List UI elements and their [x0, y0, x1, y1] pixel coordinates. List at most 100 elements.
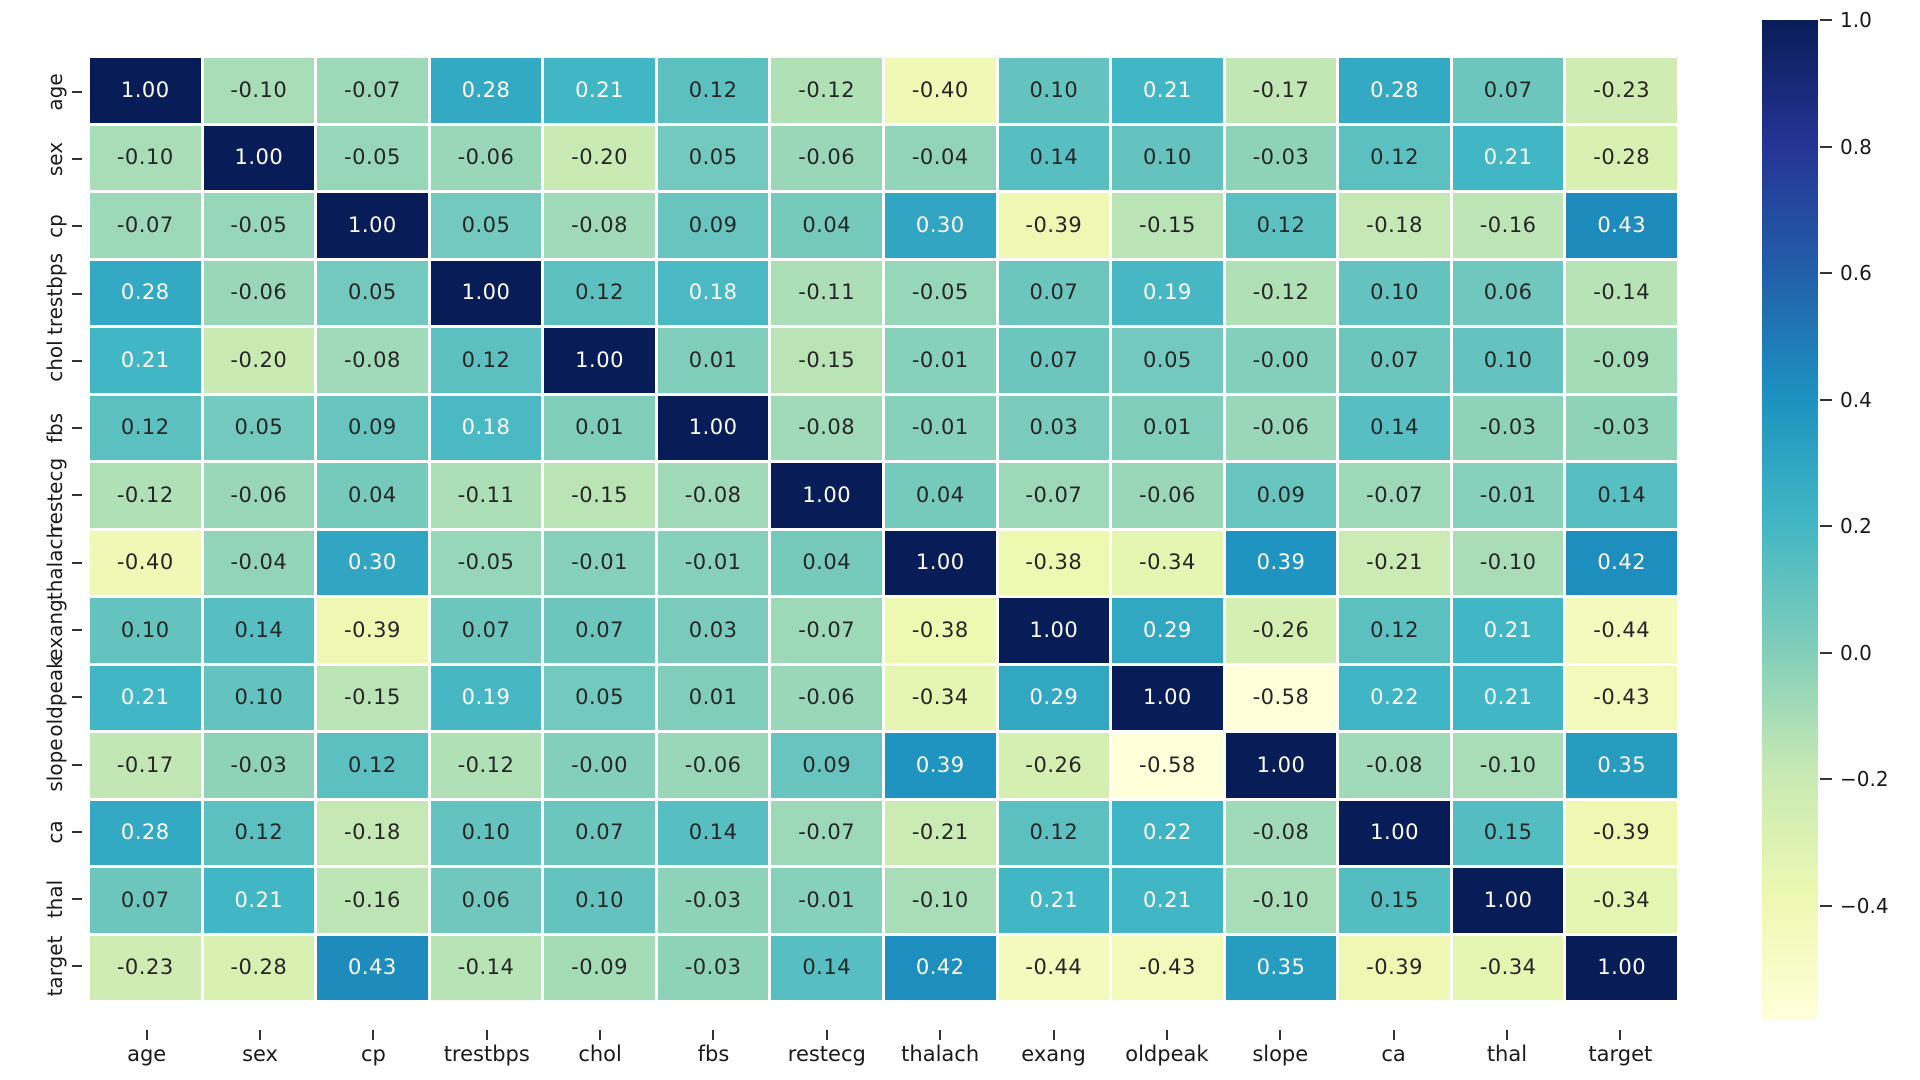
heatmap-cell-fbs-restecg: -0.08 [771, 395, 882, 460]
x-tick-mark [1052, 1030, 1055, 1040]
colorbar-tick-mark [1820, 525, 1832, 528]
heatmap-cell-cp-thalach: 0.30 [884, 193, 996, 258]
heatmap-cell-age-sex: -0.10 [203, 58, 315, 123]
heatmap-cell-restecg-exang: -0.07 [998, 463, 1110, 528]
x-tick-label-thal: thal [1486, 1042, 1528, 1066]
colorbar-tick-label-0.0: 0.0 [1840, 640, 1872, 665]
heatmap-cell-thal-slope: -0.10 [1225, 868, 1337, 933]
heatmap-cell-trestbps-trestbps: 1.00 [430, 260, 542, 325]
heatmap-cell-restecg-slope: 0.09 [1225, 463, 1337, 528]
y-tick-mark [72, 427, 82, 430]
y-tick-mark [72, 830, 82, 833]
x-tick-label-sex: sex [242, 1042, 278, 1066]
heatmap-cell-thal-sex: 0.21 [203, 868, 315, 933]
heatmap-cell-cp-age: -0.07 [90, 193, 201, 258]
heatmap-cell-trestbps-sex: -0.06 [203, 260, 315, 325]
heatmap-cell-exang-restecg: -0.07 [771, 598, 882, 663]
colorbar-tick-label-0.4: 0.4 [1840, 387, 1872, 412]
x-tick-label-restecg: restecg [787, 1042, 866, 1066]
heatmap-cell-sex-age: -0.10 [90, 125, 201, 190]
heatmap-cell-chol-thal: 0.10 [1452, 328, 1564, 393]
y-tick-label-chol: chol [43, 340, 67, 382]
heatmap-cell-age-fbs: 0.12 [657, 58, 769, 123]
x-tick-label-slope: slope [1252, 1042, 1309, 1066]
heatmap-cell-trestbps-oldpeak: 0.19 [1112, 260, 1223, 325]
heatmap-cell-ca-age: 0.28 [90, 800, 201, 865]
heatmap-cell-thalach-sex: -0.04 [203, 530, 315, 595]
heatmap-cell-age-ca: 0.28 [1339, 58, 1450, 123]
heatmap-cell-cp-cp: 1.00 [317, 193, 428, 258]
heatmap-cell-target-thalach: 0.42 [884, 935, 996, 1000]
colorbar-tick-mark [1820, 398, 1832, 401]
heatmap-cell-age-slope: -0.17 [1225, 58, 1337, 123]
y-tick-mark [72, 157, 82, 160]
heatmap-cell-ca-fbs: 0.14 [657, 800, 769, 865]
y-tick-mark [72, 898, 82, 901]
colorbar-tick-label-1.0: 1.0 [1840, 8, 1872, 32]
y-tick-mark [72, 494, 82, 497]
heatmap-cell-age-thal: 0.07 [1452, 58, 1564, 123]
heatmap-cell-thal-exang: 0.21 [998, 868, 1110, 933]
colorbar-tick-label-0.6: 0.6 [1840, 261, 1872, 286]
y-tick-mark [72, 225, 82, 228]
heatmap-cell-chol-slope: -0.00 [1225, 328, 1337, 393]
heatmap-cell-ca-restecg: -0.07 [771, 800, 882, 865]
heatmap-cell-cp-ca: -0.18 [1339, 193, 1450, 258]
y-tick-mark [72, 696, 82, 699]
x-tick-mark [599, 1030, 602, 1040]
heatmap-cell-fbs-ca: 0.14 [1339, 395, 1450, 460]
heatmap-cell-thalach-target: 0.42 [1566, 530, 1677, 595]
heatmap-cell-oldpeak-age: 0.21 [90, 665, 201, 730]
x-tick-label-age: age [127, 1042, 167, 1066]
heatmap-cell-oldpeak-slope: -0.58 [1225, 665, 1337, 730]
heatmap-cell-sex-slope: -0.03 [1225, 125, 1337, 190]
heatmap-cell-age-oldpeak: 0.21 [1112, 58, 1223, 123]
x-tick-mark [372, 1030, 375, 1040]
heatmap-cell-chol-age: 0.21 [90, 328, 201, 393]
heatmap-cell-cp-target: 0.43 [1566, 193, 1677, 258]
heatmap-cell-trestbps-thalach: -0.05 [884, 260, 996, 325]
heatmap-cell-slope-target: 0.35 [1566, 733, 1677, 798]
x-tick-mark [145, 1030, 148, 1040]
x-tick-label-target: target [1588, 1042, 1653, 1066]
heatmap-cell-fbs-cp: 0.09 [317, 395, 428, 460]
heatmap-cell-target-slope: 0.35 [1225, 935, 1337, 1000]
heatmap-cell-ca-target: -0.39 [1566, 800, 1677, 865]
heatmap-cell-chol-trestbps: 0.12 [430, 328, 542, 393]
heatmap-cell-cp-oldpeak: -0.15 [1112, 193, 1223, 258]
x-tick-label-trestbps: trestbps [443, 1042, 530, 1066]
heatmap-cell-sex-fbs: 0.05 [657, 125, 769, 190]
y-tick-label-oldpeak: oldpeak [43, 657, 67, 737]
colorbar-tick-mark [1820, 905, 1832, 908]
x-tick-mark [1619, 1030, 1622, 1040]
x-tick-mark [1279, 1030, 1282, 1040]
heatmap-cell-cp-sex: -0.05 [203, 193, 315, 258]
heatmap-cell-trestbps-fbs: 0.18 [657, 260, 769, 325]
heatmap-cell-slope-oldpeak: -0.58 [1112, 733, 1223, 798]
heatmap-cell-fbs-thal: -0.03 [1452, 395, 1564, 460]
heatmap-cell-target-oldpeak: -0.43 [1112, 935, 1223, 1000]
heatmap-cell-chol-thalach: -0.01 [884, 328, 996, 393]
heatmap-cell-sex-ca: 0.12 [1339, 125, 1450, 190]
heatmap-cell-restecg-cp: 0.04 [317, 463, 428, 528]
y-tick-label-exang: exang [43, 599, 67, 661]
heatmap-cell-exang-slope: -0.26 [1225, 598, 1337, 663]
heatmap-cell-trestbps-cp: 0.05 [317, 260, 428, 325]
heatmap-cell-thal-thalach: -0.10 [884, 868, 996, 933]
heatmap-cell-ca-cp: -0.18 [317, 800, 428, 865]
y-tick-mark [72, 90, 82, 93]
x-tick-mark [1165, 1030, 1168, 1040]
x-tick-label-chol: chol [578, 1042, 622, 1066]
heatmap-cell-fbs-oldpeak: 0.01 [1112, 395, 1223, 460]
heatmap-cell-exang-oldpeak: 0.29 [1112, 598, 1223, 663]
heatmap-cell-slope-trestbps: -0.12 [430, 733, 542, 798]
heatmap-cell-slope-slope: 1.00 [1225, 733, 1337, 798]
heatmap-cell-thalach-restecg: 0.04 [771, 530, 882, 595]
heatmap-cell-chol-ca: 0.07 [1339, 328, 1450, 393]
heatmap-cell-target-restecg: 0.14 [771, 935, 882, 1000]
heatmap-cell-fbs-age: 0.12 [90, 395, 201, 460]
heatmap-cell-thal-chol: 0.10 [544, 868, 655, 933]
heatmap-cell-fbs-fbs: 1.00 [657, 395, 769, 460]
heatmap-cell-thal-thal: 1.00 [1452, 868, 1564, 933]
y-tick-label-age: age [43, 73, 67, 111]
